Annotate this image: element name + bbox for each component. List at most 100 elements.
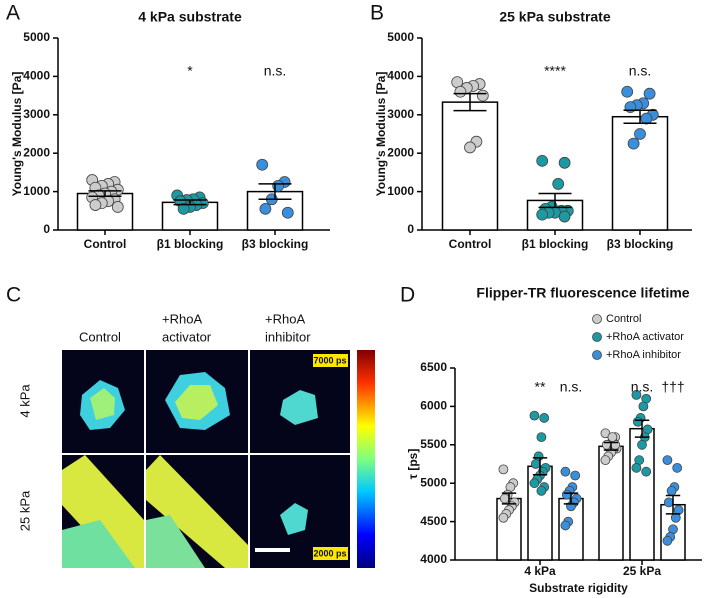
panel-letter: A <box>6 2 20 25</box>
data-point <box>539 413 550 423</box>
error-bar <box>603 441 619 451</box>
data-point <box>536 485 547 496</box>
data-point <box>561 489 572 500</box>
data-point <box>498 512 509 523</box>
chart-title: 4 kPa substrate <box>138 9 242 25</box>
significance-label: n.s. <box>631 379 654 395</box>
row-label: 4 kPa <box>17 384 32 418</box>
error-bar <box>173 199 207 206</box>
data-point <box>558 210 571 223</box>
y-axis-label: τ [ps] <box>406 449 420 480</box>
legend-label: +RhoA inhibitor <box>606 349 681 361</box>
data-point <box>627 137 640 150</box>
significance-label: **** <box>544 63 566 79</box>
y-tick-label: 4500 <box>420 514 447 528</box>
data-point <box>666 485 677 496</box>
data-point <box>256 158 269 171</box>
x-axis-label: Substrate rigidity <box>529 581 628 595</box>
data-point <box>631 462 642 473</box>
data-point <box>632 416 643 427</box>
error-bar <box>665 494 681 515</box>
data-point <box>536 432 547 443</box>
legend-label: +RhoA activator <box>606 331 684 343</box>
data-point <box>641 466 652 477</box>
x-tick-label: β1 blocking <box>157 237 224 251</box>
error-bar <box>532 457 548 476</box>
panel-letter: D <box>400 284 415 307</box>
data-point <box>464 141 476 154</box>
data-point <box>89 199 102 211</box>
y-tick-label: 2000 <box>23 145 50 159</box>
significance-label: n.s. <box>629 63 652 79</box>
column-label: +RhoA <box>162 311 202 326</box>
error-bar <box>538 192 572 209</box>
panel-letter: B <box>370 2 384 25</box>
data-point <box>643 87 656 100</box>
colorbar-max: 7000 ps <box>313 355 346 365</box>
y-tick-label: 2000 <box>387 145 414 159</box>
bar <box>441 101 499 231</box>
data-point <box>111 201 124 213</box>
significance-label: n.s. <box>264 63 287 79</box>
x-tick-label: Control <box>449 237 492 251</box>
legend-label: Control <box>606 313 641 325</box>
y-tick-label: 5000 <box>387 30 414 44</box>
data-point <box>529 478 540 489</box>
y-tick-label: 3000 <box>387 107 414 121</box>
error-bar <box>501 492 517 505</box>
data-point <box>662 455 673 466</box>
legend-marker <box>592 350 602 360</box>
legend-marker <box>592 314 602 324</box>
error-bar <box>453 92 487 112</box>
data-point <box>498 464 509 475</box>
x-tick-label: β3 blocking <box>242 237 309 251</box>
column-label: Control <box>79 329 121 344</box>
y-tick-label: 3000 <box>23 107 50 121</box>
y-axis-label: Young's Modulus [Pa] <box>10 72 24 197</box>
micrograph-grid <box>62 350 375 568</box>
significance-label: ††† <box>661 379 684 395</box>
error-bar <box>258 183 292 201</box>
data-point <box>621 85 634 98</box>
data-point <box>640 112 653 125</box>
y-tick-label: 6000 <box>420 399 447 413</box>
data-point <box>454 85 467 98</box>
data-point <box>624 101 637 114</box>
significance-label: n.s. <box>560 379 583 395</box>
x-tick-label: 4 kPa <box>524 564 556 578</box>
y-tick-label: 0 <box>43 222 50 236</box>
data-point <box>499 493 510 504</box>
y-tick-label: 5000 <box>420 475 447 489</box>
y-tick-label: 0 <box>407 222 414 236</box>
y-tick-label: 6500 <box>420 360 447 374</box>
data-point <box>476 89 489 102</box>
error-bar <box>623 109 657 124</box>
data-point <box>607 432 618 443</box>
data-point <box>570 470 581 481</box>
data-point <box>631 389 642 400</box>
x-tick-label: β3 blocking <box>607 237 674 251</box>
data-point <box>638 401 649 412</box>
y-tick-label: 1000 <box>387 184 414 198</box>
data-point <box>637 439 647 450</box>
data-point <box>560 520 571 531</box>
y-tick-label: 4000 <box>23 69 50 83</box>
column-label: +RhoA <box>265 311 305 326</box>
data-point <box>560 466 571 477</box>
y-tick-label: 1000 <box>23 184 50 198</box>
y-tick-label: 5000 <box>23 30 50 44</box>
data-point <box>536 208 549 221</box>
x-tick-label: 25 kPa <box>623 564 661 578</box>
data-point <box>552 178 565 190</box>
data-point <box>529 410 540 421</box>
column-label: activator <box>162 329 212 344</box>
y-tick-label: 4000 <box>387 69 414 83</box>
data-point <box>536 154 549 167</box>
x-tick-label: Control <box>84 237 127 251</box>
y-tick-label: 5500 <box>420 437 447 451</box>
colorbar-min: 2000 ps <box>313 548 346 558</box>
data-point <box>662 535 673 546</box>
legend-marker <box>592 332 602 342</box>
significance-label: * <box>187 63 193 79</box>
